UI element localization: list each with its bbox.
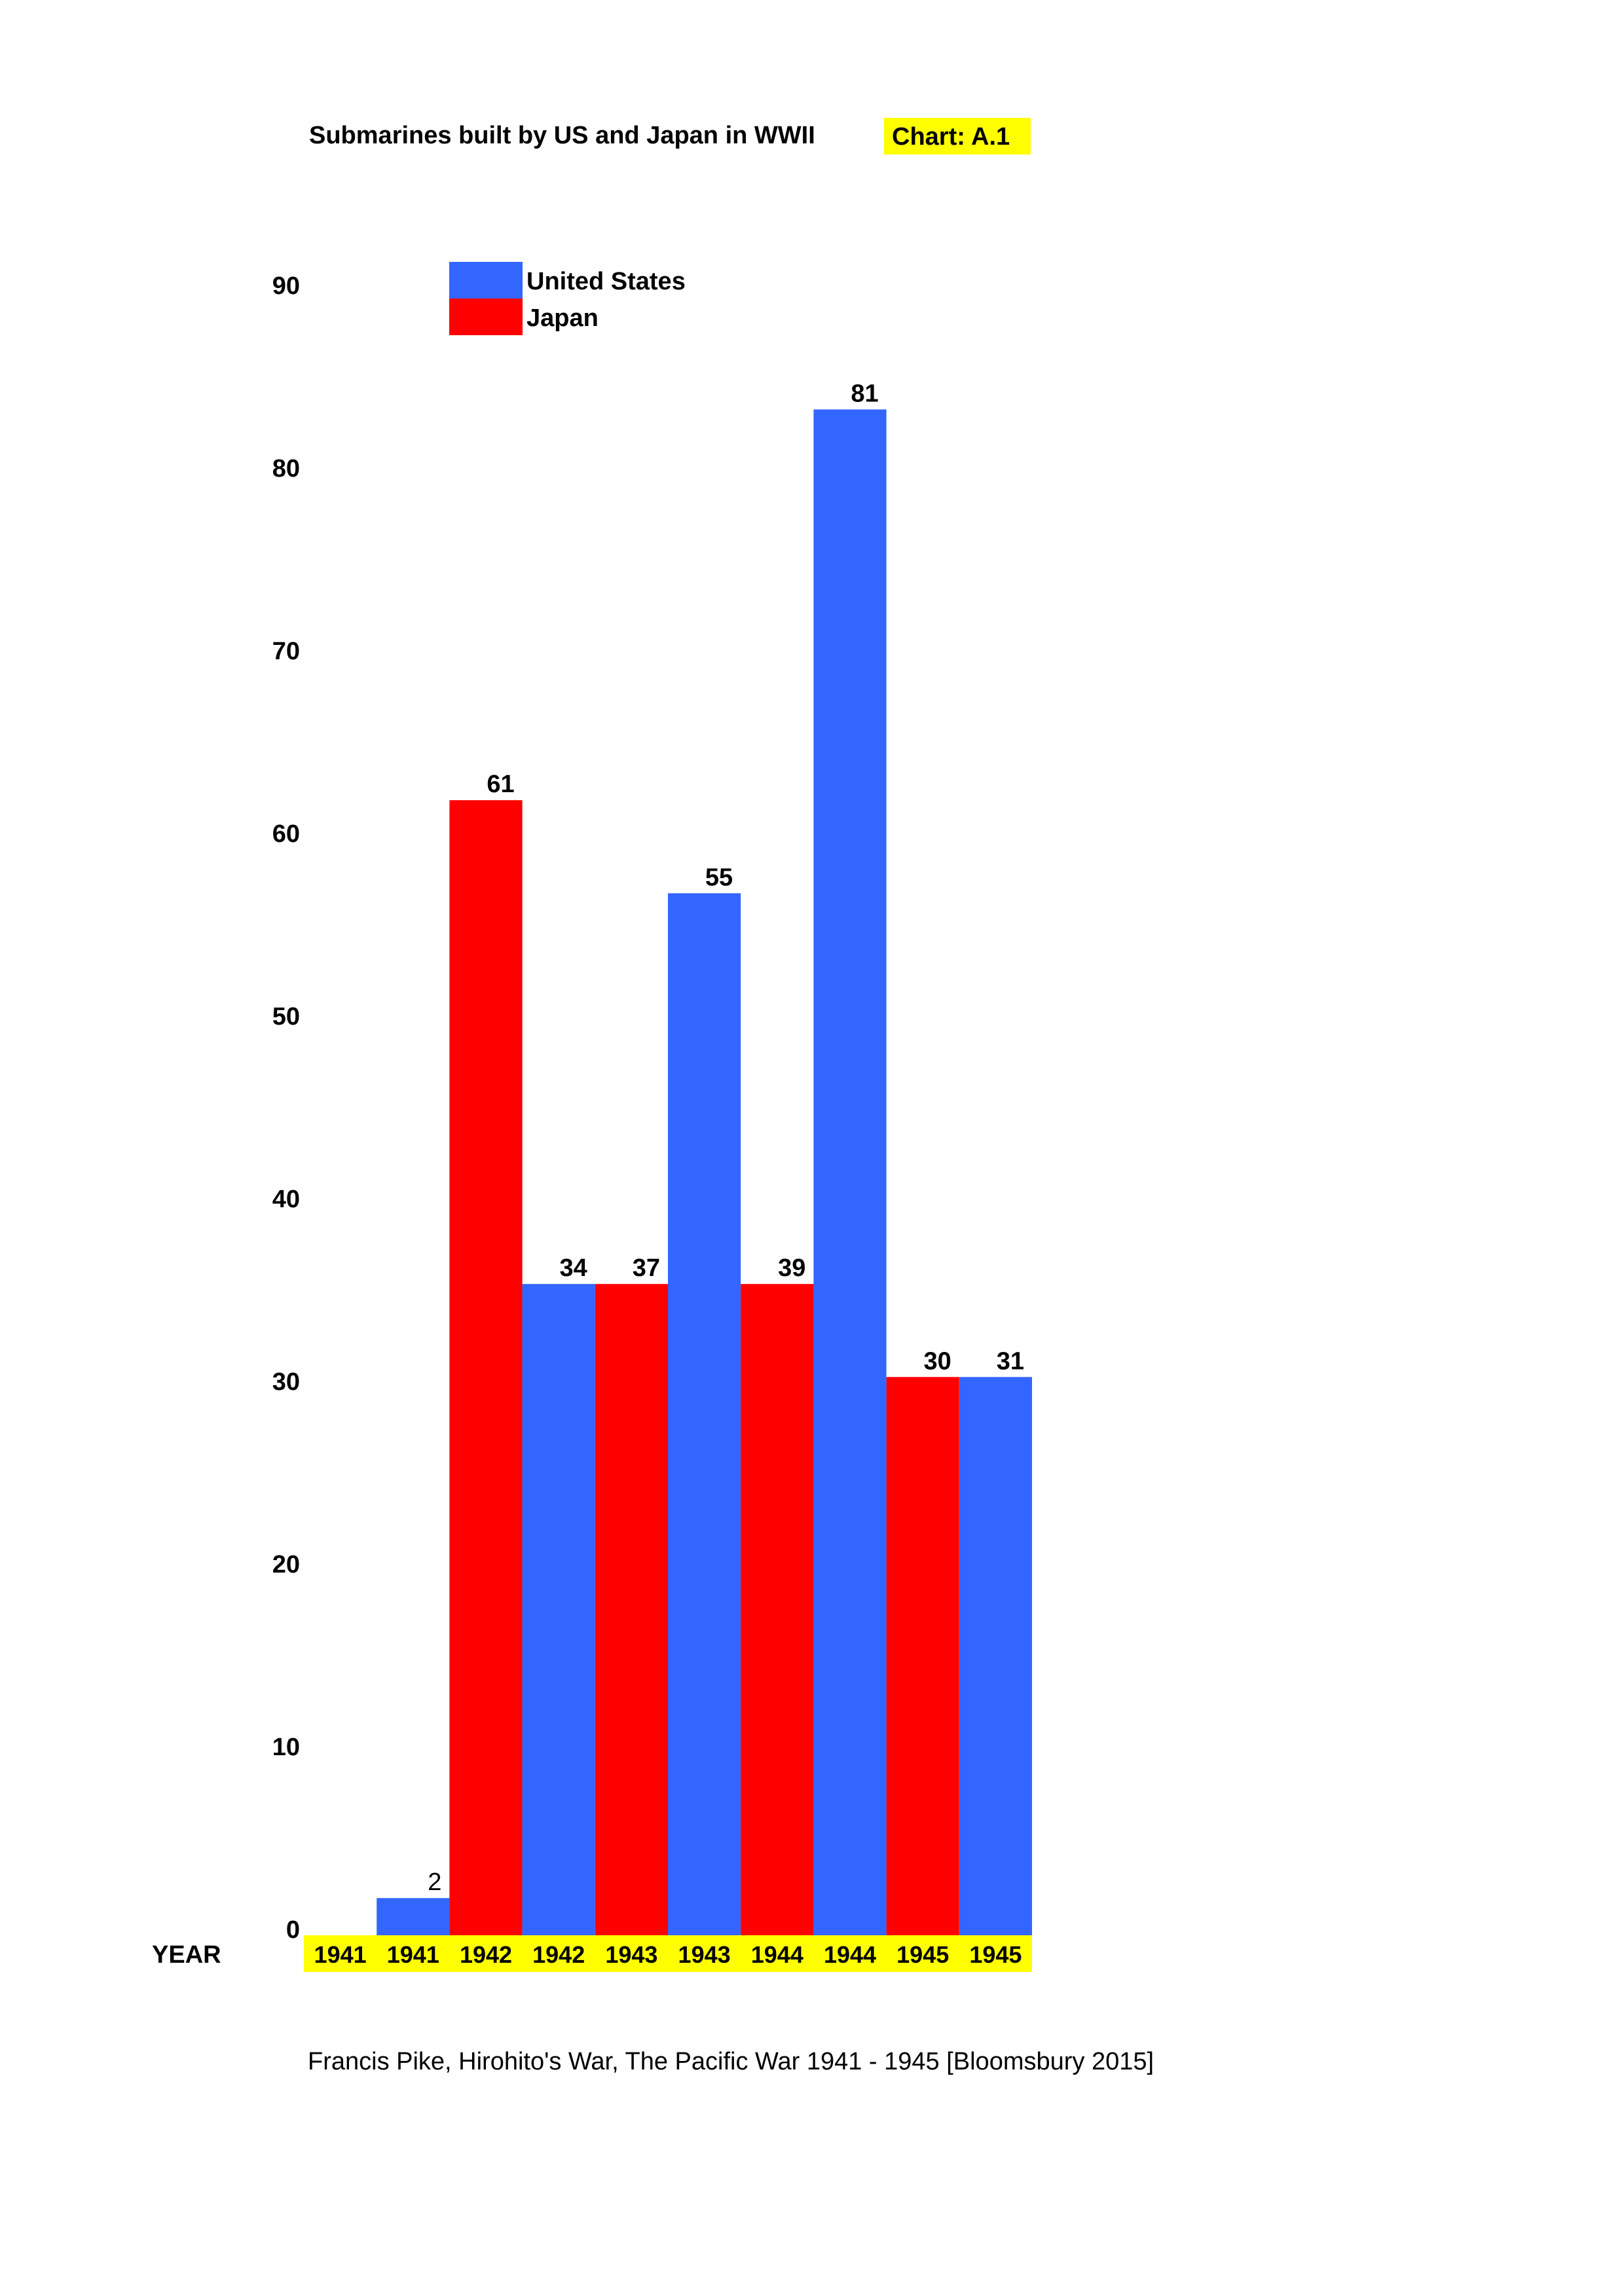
bar-us-1942 (522, 1284, 595, 1935)
bar-japan-1943 (595, 1284, 668, 1935)
x-tick-label: 1942 (532, 1941, 585, 1968)
x-axis-label: YEAR (152, 1941, 221, 1969)
data-label: 81 (851, 380, 878, 407)
data-label: 2 (428, 1868, 441, 1896)
x-tick-label: 1941 (387, 1941, 439, 1968)
y-tick-label: 80 (272, 455, 300, 483)
bar-japan-1944 (741, 1284, 814, 1935)
x-tick-label: 1944 (824, 1941, 876, 1968)
legend-swatch-japan (449, 299, 523, 335)
data-label: 39 (778, 1254, 805, 1282)
legend-label-us: United States (526, 268, 686, 295)
x-tick-label: 1943 (678, 1941, 731, 1968)
x-axis: 1941 1941 1942 1942 1943 1943 1944 1944 1945 1945 (314, 1941, 1022, 1968)
bar-us-1945 (959, 1377, 1032, 1935)
source-citation: Francis Pike, Hirohito's War, The Pacifi… (308, 2048, 1154, 2075)
x-tick-label: 1941 (314, 1941, 367, 1968)
x-tick-label: 1945 (896, 1941, 949, 1968)
data-label: 37 (633, 1254, 660, 1282)
data-label: 30 (924, 1347, 951, 1375)
y-tick-label: 10 (272, 1734, 300, 1761)
data-label: 34 (560, 1254, 587, 1282)
chart-title: Submarines built by US and Japan in WWII (309, 122, 815, 149)
x-tick-label: 1944 (751, 1941, 803, 1968)
y-tick-label: 50 (272, 1003, 300, 1030)
data-label: 55 (705, 864, 733, 891)
bar-us-1944 (813, 409, 887, 1936)
y-tick-label: 60 (272, 820, 300, 848)
data-labels: 2 61 34 37 55 39 81 30 31 (428, 380, 1024, 1896)
y-axis: 0 10 20 30 40 50 60 70 80 90 (272, 272, 300, 1944)
x-axis-band (304, 1935, 1032, 1972)
x-tick-label: 1942 (460, 1941, 512, 1968)
y-tick-label: 30 (272, 1368, 300, 1396)
x-tick-label: 1945 (969, 1941, 1022, 1968)
chart-id-badge: Chart: A.1 (884, 118, 1031, 155)
x-tick-label: 1943 (605, 1941, 657, 1968)
legend-swatch-us (449, 262, 523, 299)
legend-label-japan: Japan (526, 304, 599, 332)
bar-japan-1942 (449, 800, 523, 1935)
bar-us-1943 (668, 893, 741, 1935)
bar-us-1941 (377, 1898, 450, 1935)
y-tick-label: 70 (272, 638, 300, 665)
y-tick-label: 0 (286, 1916, 300, 1944)
y-tick-label: 90 (272, 272, 300, 300)
y-tick-label: 40 (272, 1186, 300, 1213)
bar-japan-1945 (886, 1377, 959, 1935)
bars (377, 409, 1032, 1936)
data-label: 31 (997, 1347, 1024, 1375)
legend: United States Japan (449, 262, 686, 335)
y-tick-label: 20 (272, 1551, 300, 1578)
data-label: 61 (487, 771, 514, 798)
